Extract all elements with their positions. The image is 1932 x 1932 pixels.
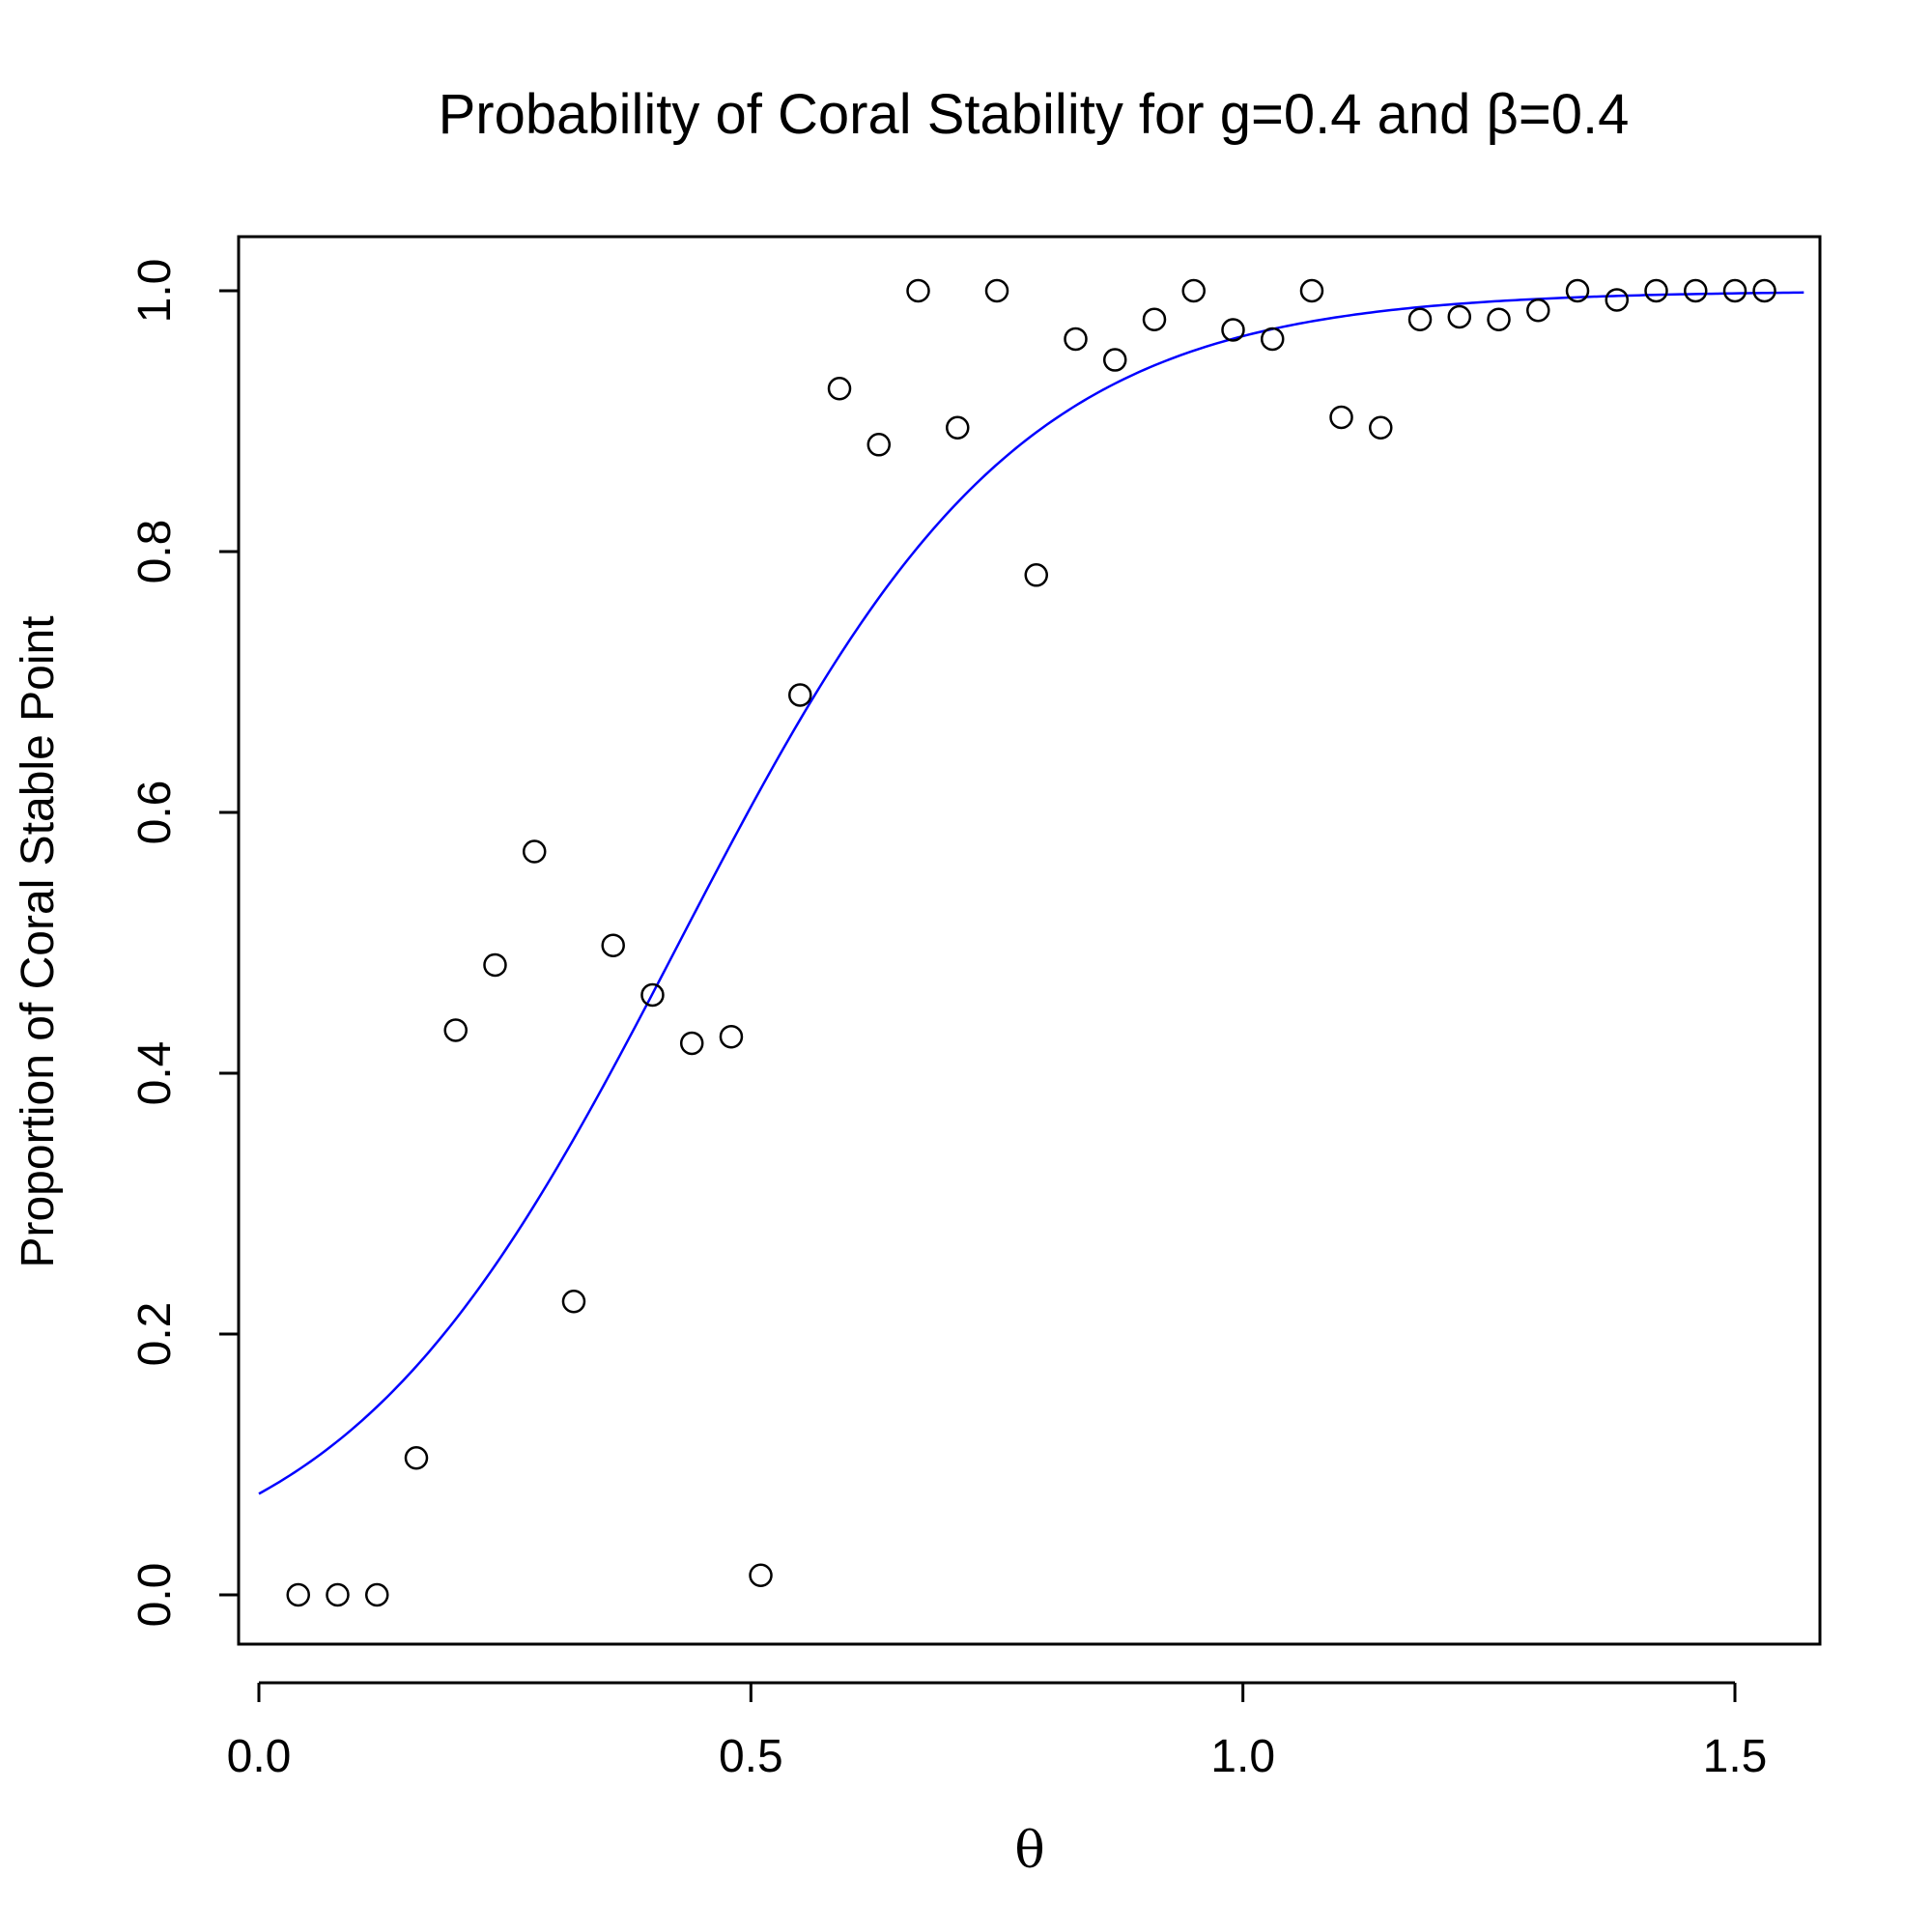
data-point [1644, 278, 1668, 303]
data-point [326, 1582, 350, 1607]
data-point [1369, 415, 1393, 440]
data-point [1142, 307, 1167, 331]
data-point [1487, 307, 1511, 331]
data-point [679, 1031, 704, 1056]
y-axis-label: Proportion of Coral Stable Point [13, 615, 64, 1267]
data-point [601, 933, 625, 957]
x-tick-label: 1.0 [1210, 1731, 1275, 1782]
data-point [1526, 298, 1550, 323]
data-point [404, 1446, 429, 1470]
data-point [640, 982, 665, 1008]
data-point [749, 1563, 773, 1587]
data-point [1181, 278, 1206, 303]
data-point [1024, 563, 1048, 587]
y-tick-label: 0.2 [129, 1302, 181, 1367]
x-tick-label: 0.0 [227, 1731, 292, 1782]
data-point [1722, 278, 1747, 303]
data-point [1447, 304, 1472, 329]
data-point [1565, 278, 1590, 303]
fitted-curve [258, 291, 1804, 1495]
data-point [1329, 405, 1353, 430]
plot-frame [237, 235, 1822, 1646]
y-tick-label: 0.0 [129, 1563, 181, 1628]
data-point [867, 433, 892, 457]
data-point [984, 278, 1009, 303]
data-point [1407, 307, 1433, 331]
data-point [946, 415, 970, 440]
x-tick-label: 1.5 [1703, 1731, 1768, 1782]
data-point [1752, 278, 1776, 303]
chart-title: Probability of Coral Stability for g=0.4… [439, 83, 1630, 146]
x-axis: 0.0 0.5 1.0 1.5 [227, 1681, 1768, 1782]
data-point [286, 1582, 310, 1607]
data-point [1221, 318, 1245, 342]
data-point [1064, 327, 1088, 352]
data-point [364, 1582, 389, 1607]
data-point [561, 1290, 586, 1314]
data-points [286, 278, 1776, 1607]
data-point [827, 377, 852, 401]
data-point [1684, 278, 1708, 303]
y-tick-label: 0.6 [129, 781, 181, 845]
y-tick-label: 0.8 [129, 520, 181, 584]
y-axis: 0.0 0.2 0.4 0.6 0.8 1.0 [129, 259, 241, 1628]
x-axis-label: θ [1014, 1822, 1044, 1880]
data-point [1299, 278, 1324, 303]
y-tick-label: 0.4 [129, 1041, 181, 1106]
y-tick-label: 1.0 [129, 259, 181, 324]
data-point [719, 1024, 744, 1049]
data-point [788, 683, 812, 707]
data-point [1260, 327, 1285, 352]
data-point [906, 278, 930, 303]
data-point [443, 1018, 468, 1042]
data-point [483, 952, 507, 978]
x-tick-label: 0.5 [719, 1731, 783, 1782]
data-point [522, 839, 547, 864]
data-point [1605, 288, 1630, 312]
data-point [1102, 348, 1127, 372]
